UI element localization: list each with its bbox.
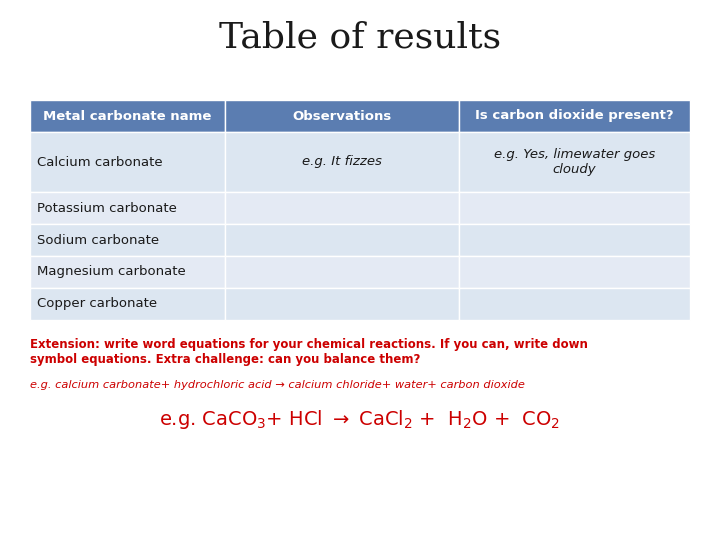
FancyBboxPatch shape bbox=[459, 132, 690, 192]
FancyBboxPatch shape bbox=[225, 100, 459, 132]
Text: Is carbon dioxide present?: Is carbon dioxide present? bbox=[475, 110, 674, 123]
FancyBboxPatch shape bbox=[30, 100, 225, 132]
FancyBboxPatch shape bbox=[459, 192, 690, 224]
FancyBboxPatch shape bbox=[459, 224, 690, 256]
Text: Sodium carbonate: Sodium carbonate bbox=[37, 233, 159, 246]
Text: Observations: Observations bbox=[292, 110, 392, 123]
Text: Extension: write word equations for your chemical reactions. If you can, write d: Extension: write word equations for your… bbox=[30, 338, 588, 366]
Text: Metal carbonate name: Metal carbonate name bbox=[43, 110, 212, 123]
FancyBboxPatch shape bbox=[225, 224, 459, 256]
FancyBboxPatch shape bbox=[225, 132, 459, 192]
Text: e.g. calcium carbonate+ hydrochloric acid → calcium chloride+ water+ carbon diox: e.g. calcium carbonate+ hydrochloric aci… bbox=[30, 380, 525, 390]
FancyBboxPatch shape bbox=[30, 256, 225, 288]
FancyBboxPatch shape bbox=[30, 224, 225, 256]
FancyBboxPatch shape bbox=[225, 288, 459, 320]
FancyBboxPatch shape bbox=[30, 132, 225, 192]
FancyBboxPatch shape bbox=[459, 100, 690, 132]
Text: e.g. Yes, limewater goes
cloudy: e.g. Yes, limewater goes cloudy bbox=[494, 148, 655, 176]
Text: Magnesium carbonate: Magnesium carbonate bbox=[37, 266, 186, 279]
FancyBboxPatch shape bbox=[459, 256, 690, 288]
FancyBboxPatch shape bbox=[30, 288, 225, 320]
Text: e.g. It fizzes: e.g. It fizzes bbox=[302, 156, 382, 168]
FancyBboxPatch shape bbox=[30, 192, 225, 224]
Text: Table of results: Table of results bbox=[219, 21, 501, 55]
FancyBboxPatch shape bbox=[225, 256, 459, 288]
FancyBboxPatch shape bbox=[459, 288, 690, 320]
Text: Copper carbonate: Copper carbonate bbox=[37, 298, 157, 310]
Text: Calcium carbonate: Calcium carbonate bbox=[37, 156, 163, 168]
Text: Potassium carbonate: Potassium carbonate bbox=[37, 201, 177, 214]
FancyBboxPatch shape bbox=[225, 192, 459, 224]
Text: e.g. CaCO$_3$+ HCl $\rightarrow$ CaCl$_2$ +  H$_2$O +  CO$_2$: e.g. CaCO$_3$+ HCl $\rightarrow$ CaCl$_2… bbox=[159, 408, 561, 431]
